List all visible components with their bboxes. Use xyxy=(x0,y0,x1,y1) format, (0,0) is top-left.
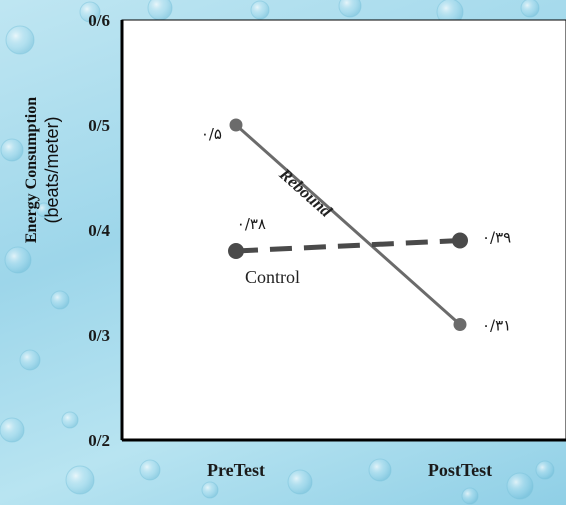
y-tick-label: 0/5 xyxy=(88,116,110,135)
series-label-control: Control xyxy=(245,267,300,287)
y-tick-label: 0/6 xyxy=(88,11,110,30)
y-tick-label: 0/4 xyxy=(88,221,110,240)
data-value-label: ٠/٣٨ xyxy=(237,215,266,233)
y-tick-label: 0/2 xyxy=(88,431,110,450)
x-categories: PreTest PostTest xyxy=(207,460,492,480)
data-point-rebound xyxy=(230,119,243,132)
water-droplet xyxy=(251,1,269,19)
data-value-label: ٠/٣٩ xyxy=(482,229,511,247)
y-axis-label: Energy Consumption (beats/meter) xyxy=(23,97,62,243)
water-droplet xyxy=(521,0,539,17)
water-droplet xyxy=(140,460,160,480)
data-point-control xyxy=(228,243,244,259)
water-droplet xyxy=(51,291,69,309)
data-value-label: ٠/۵ xyxy=(201,125,222,143)
y-ticks: 0/2 0/3 0/4 0/5 0/6 xyxy=(88,11,110,450)
y-axis-label-line1: Energy Consumption xyxy=(23,97,40,243)
water-droplet xyxy=(507,473,533,499)
water-droplet xyxy=(20,350,40,370)
water-droplet xyxy=(62,412,78,428)
water-droplet xyxy=(202,482,218,498)
water-droplet xyxy=(6,26,34,54)
water-droplet xyxy=(66,466,94,494)
water-droplet xyxy=(536,461,554,479)
water-droplet xyxy=(288,470,312,494)
water-droplet xyxy=(339,0,361,17)
water-droplet xyxy=(462,488,478,504)
water-droplet xyxy=(1,139,23,161)
x-category-label: PostTest xyxy=(428,460,492,480)
data-value-label: ٠/٣١ xyxy=(482,317,511,335)
water-droplet xyxy=(0,418,24,442)
y-axis-label-line2: (beats/meter) xyxy=(42,116,62,223)
y-tick-label: 0/3 xyxy=(88,326,110,345)
data-point-rebound xyxy=(454,318,467,331)
data-point-control xyxy=(452,233,468,249)
water-droplet xyxy=(369,459,391,481)
x-category-label: PreTest xyxy=(207,460,265,480)
water-droplet xyxy=(5,247,31,273)
water-droplet xyxy=(148,0,172,20)
